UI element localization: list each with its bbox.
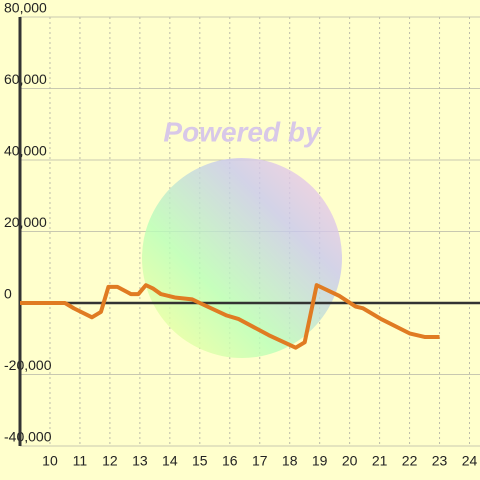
y-tick-label: -20,000 [4,357,52,373]
x-tick-label: 24 [462,453,478,469]
x-tick-label: 11 [73,453,88,469]
y-tick-label: 60,000 [4,71,47,87]
watermark-logo [142,158,342,358]
x-tick-label: 16 [222,453,238,469]
y-tick-label: 20,000 [4,214,47,230]
x-tick-label: 13 [132,453,148,469]
y-tick-label: 40,000 [4,143,47,159]
x-tick-label: 12 [102,453,118,469]
x-tick-label: 18 [282,453,298,469]
y-tick-label: 80,000 [4,0,47,16]
x-tick-label: 10 [42,453,58,469]
x-tick-label: 14 [162,453,178,469]
y-tick-label: 0 [4,286,12,302]
x-tick-label: 19 [312,453,328,469]
x-tick-label: 22 [402,453,418,469]
x-tick-label: 23 [432,453,448,469]
x-tick-label: 21 [372,453,388,469]
y-tick-label: -40,000 [4,429,52,445]
watermark-text: Powered by [163,116,322,147]
line [20,283,440,350]
x-tick-label: 17 [252,453,268,469]
x-tick-label: 15 [192,453,208,469]
x-tick-label: 20 [342,453,358,469]
